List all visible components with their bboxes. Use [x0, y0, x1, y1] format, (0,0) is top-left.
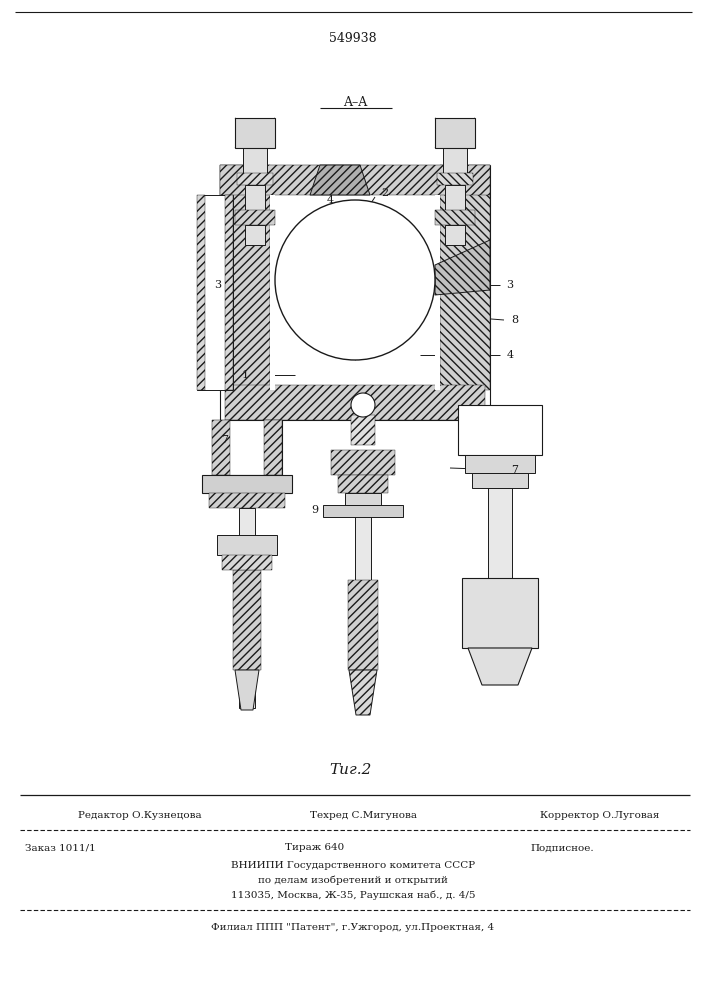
Text: 4: 4 — [327, 195, 334, 205]
Text: Корректор О.Луговая: Корректор О.Луговая — [540, 810, 660, 820]
Text: Филиал ППП "Патент", г.Ужгород, ул.Проектная, 4: Филиал ППП "Патент", г.Ужгород, ул.Проек… — [211, 924, 495, 932]
Text: Тираж 640: Тираж 640 — [285, 844, 344, 852]
Bar — [239, 508, 255, 708]
Bar — [323, 505, 403, 517]
Circle shape — [351, 393, 375, 417]
Bar — [331, 450, 395, 475]
Bar — [270, 195, 275, 390]
Bar — [348, 580, 378, 670]
Bar — [243, 148, 267, 173]
Text: A–A: A–A — [343, 97, 367, 109]
Bar — [462, 578, 538, 648]
Bar — [472, 473, 528, 488]
Bar — [345, 493, 381, 505]
Polygon shape — [435, 240, 490, 295]
Text: Подписное.: Подписное. — [530, 844, 594, 852]
Bar — [212, 420, 282, 475]
Bar — [237, 173, 273, 185]
Bar — [212, 420, 230, 475]
Bar — [435, 195, 440, 390]
Text: 113035, Москва, Ж-35, Раушская наб., д. 4/5: 113035, Москва, Ж-35, Раушская наб., д. … — [230, 890, 475, 900]
Polygon shape — [349, 670, 377, 715]
Bar — [445, 225, 465, 245]
Bar — [245, 185, 265, 210]
Bar — [222, 555, 272, 570]
Circle shape — [275, 200, 435, 360]
Bar — [233, 570, 261, 670]
Text: по делам изобретений и открытий: по делам изобретений и открытий — [258, 875, 448, 885]
Bar — [338, 475, 388, 493]
Bar — [264, 420, 282, 475]
Text: 4: 4 — [506, 350, 513, 360]
Polygon shape — [235, 670, 259, 710]
Text: 9: 9 — [312, 505, 319, 515]
Bar — [465, 455, 535, 473]
Text: ВНИИПИ Государственного комитета СССР: ВНИИПИ Государственного комитета СССР — [231, 860, 475, 869]
Bar — [202, 475, 292, 493]
Bar — [458, 405, 542, 455]
Bar — [443, 148, 467, 173]
Bar — [435, 210, 475, 225]
Text: 3: 3 — [214, 280, 221, 290]
Text: Τиг.2: Τиг.2 — [329, 763, 371, 777]
Text: Редактор О.Кузнецова: Редактор О.Кузнецова — [78, 810, 201, 820]
Bar — [197, 195, 233, 390]
Text: 549938: 549938 — [329, 31, 377, 44]
Bar — [445, 185, 465, 210]
Bar — [225, 385, 485, 420]
Bar — [355, 505, 371, 705]
Text: Техред С.Мигунова: Техред С.Мигунова — [310, 810, 417, 820]
Bar — [440, 165, 490, 390]
Bar — [235, 210, 275, 225]
Polygon shape — [310, 165, 370, 195]
Text: 1: 1 — [241, 370, 249, 380]
Bar — [351, 415, 375, 445]
Text: 7: 7 — [221, 435, 228, 445]
Bar — [435, 118, 475, 148]
Text: 8: 8 — [511, 315, 518, 325]
Text: 3: 3 — [506, 280, 513, 290]
Bar — [220, 165, 490, 195]
Polygon shape — [468, 648, 532, 685]
Bar — [197, 195, 205, 390]
Bar — [220, 165, 270, 390]
Bar — [209, 493, 285, 508]
Text: 7: 7 — [511, 465, 518, 475]
Bar — [235, 118, 275, 148]
Bar — [217, 535, 277, 555]
Bar — [245, 225, 265, 245]
Bar — [437, 173, 473, 185]
Bar — [225, 195, 233, 390]
Text: Заказ 1011/1: Заказ 1011/1 — [25, 844, 95, 852]
Bar — [488, 488, 512, 578]
Text: 2: 2 — [382, 188, 389, 198]
